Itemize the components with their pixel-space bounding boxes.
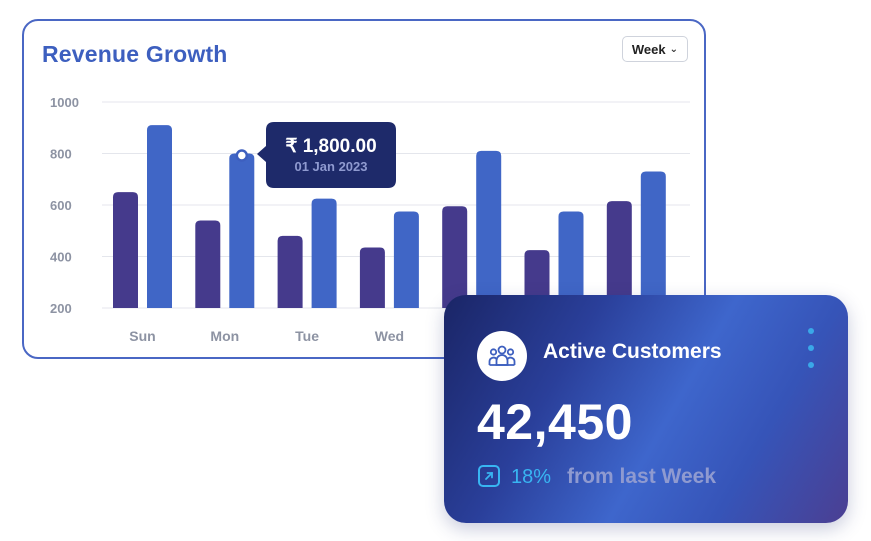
bar-thu-s1 (442, 206, 468, 308)
bar-mon-s1 (195, 220, 221, 308)
bar-wed-s1 (359, 247, 385, 308)
x-tick-label: Mon (210, 328, 239, 344)
customers-value: 42,450 (477, 394, 633, 450)
x-tick-label: Wed (375, 328, 404, 344)
bar-sat-s2 (640, 171, 666, 308)
tooltip-amount: ₹ 1,800.00 (285, 136, 376, 157)
y-tick-label: 400 (50, 250, 72, 265)
active-customers-card: Active Customers 42,450 18% from last We… (444, 295, 848, 523)
chevron-down-icon: ⌄ (669, 43, 678, 55)
revenue-title: Revenue Growth (42, 41, 228, 67)
period-dropdown-label: Week (631, 41, 666, 57)
x-tick-label: Sun (129, 328, 155, 344)
y-tick-label: 1000 (50, 95, 79, 110)
x-tick-label: Tue (295, 328, 319, 344)
bar-mon-s2 (229, 153, 255, 308)
y-tick-label: 800 (50, 147, 72, 162)
bar-wed-s2 (393, 211, 419, 308)
bar-thu-s2 (476, 150, 502, 308)
bar-sun-s1 (113, 192, 138, 308)
bar-tue-s1 (277, 235, 303, 308)
y-tick-label: 600 (50, 198, 72, 213)
customers-icon (477, 331, 527, 381)
bar-sat-s1 (606, 201, 632, 308)
change-percent: 18% (511, 466, 552, 488)
bar-tue-s2 (311, 198, 337, 308)
bar-fri-s2 (558, 211, 584, 308)
revenue-growth-card: 200 400 600 800 1000 Sun Mon Tue Wed ₹ 1,800.00 01… (22, 19, 706, 359)
tooltip-box (257, 122, 396, 188)
bar-fri-s1 (524, 250, 550, 308)
customers-label: Active Customers (543, 340, 722, 363)
tooltip-date: 01 Jan 2023 (294, 159, 367, 174)
change-text: from last Week (567, 465, 716, 488)
bar-sun-s2 (147, 125, 172, 308)
period-dropdown[interactable]: Week ⌄ (621, 36, 688, 62)
y-tick-label: 200 (50, 301, 72, 316)
more-options-icon[interactable] (806, 328, 816, 370)
highlight-point (235, 149, 249, 162)
trend-up-icon (478, 465, 500, 487)
